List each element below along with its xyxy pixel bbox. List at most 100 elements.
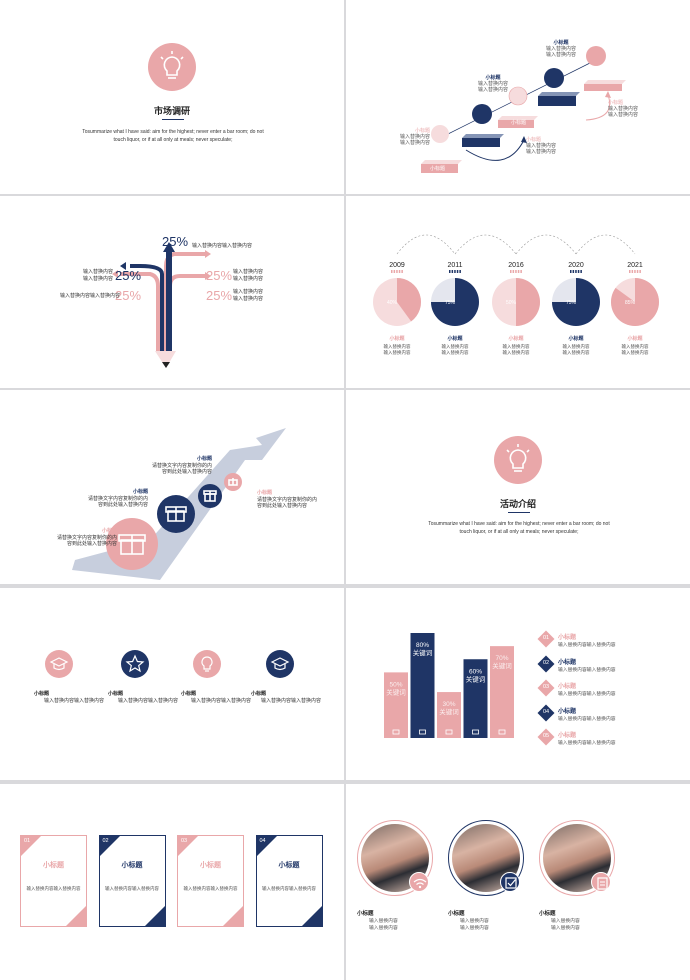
graduation-cap-icon <box>270 657 290 671</box>
pie-percent: 75% <box>566 300 577 306</box>
bar-keyword-label: 关键词 <box>439 707 459 716</box>
lightbulb-icon <box>148 43 196 91</box>
pie-slice <box>611 278 659 326</box>
pie-title: 小标题 <box>508 335 524 342</box>
left-text-2: 输入替换内容输入替换内容 <box>60 293 121 299</box>
slide-gift-steps[interactable]: 小标题 请替换文字内容复制你的内容到此处输入替换内容 小标题 请替换文字内容复制你的… <box>0 390 344 584</box>
card-title: 小标题 <box>121 862 143 869</box>
gift-arrow-graphic <box>72 428 286 580</box>
pie-text-2: 输入替换内容 <box>384 349 411 356</box>
bar-icon <box>472 729 479 735</box>
step-item-2: 小标题 请替换文字内容复制你的内容到此处输入替换内容 <box>88 489 149 508</box>
bar <box>410 633 435 738</box>
star-icon <box>125 654 145 673</box>
bar-icon <box>498 729 506 735</box>
year-tick <box>393 270 396 273</box>
year-tick <box>451 270 454 273</box>
slide-timeline-pies[interactable]: 2009 40% 小标题 输入替换内容 输入替换内容 2011 75% 小标题 输入替换内容 输入… <box>346 196 690 388</box>
info-card[interactable]: 03 小标题 输入替换内容输入替换内容 <box>177 835 244 927</box>
card-corner <box>256 836 278 857</box>
icon-badge <box>500 872 520 892</box>
card-text: 输入替换内容输入替换内容 <box>262 886 316 891</box>
page-title: 市场调研 <box>153 106 190 116</box>
timeline-pies: 200940%小标题输入替换内容输入替换内容201175%小标题输入替换内容输入… <box>373 234 659 356</box>
bar-icon <box>392 729 400 735</box>
icon-badge <box>409 872 429 892</box>
step-5 <box>584 80 626 91</box>
year-tick <box>515 270 517 273</box>
pie-text-1: 输入替换内容 <box>622 343 649 350</box>
photo-item: 小标题 输入替换内容 输入替换内容 <box>446 820 526 970</box>
list-item: 02 小标题 输入替换内容输入替换内容 <box>537 655 678 675</box>
info-card[interactable]: 04 小标题 输入替换内容输入替换内容 <box>255 835 323 927</box>
feature-circle-3 <box>193 650 221 678</box>
pie-slice <box>552 278 600 326</box>
item-number: 02 <box>542 659 550 666</box>
year-label: 2020 <box>568 262 584 269</box>
card-title: 小标题 <box>278 862 300 869</box>
right-text-2: 输入替换内容输入替换内容 <box>233 289 264 302</box>
lightbulb-icon <box>201 656 213 672</box>
step-item-3: 小标题 请替换文字内容复制你的内容到此处输入替换内容 <box>152 456 213 475</box>
slide-cards[interactable]: 01 小标题 输入替换内容输入替换内容 02 小标题 输入替换内容输入替换内容 … <box>0 784 344 980</box>
card-number: 02 <box>102 838 109 844</box>
bar <box>463 659 488 738</box>
slide-growth-steps[interactable]: 小标题 小标题 小标题 输入替换内容 输入替换内容 小标题 输入替换内容 输入替换内容 … <box>346 0 690 194</box>
step-4 <box>538 92 580 106</box>
photo-text-2: 输入替换内容 <box>551 926 580 931</box>
card-corner-bottom <box>222 905 243 926</box>
item-text: 输入替换内容输入替换内容 <box>558 716 616 722</box>
year-tick <box>572 270 575 273</box>
card-text: 输入替换内容输入替换内容 <box>26 886 81 891</box>
bar-value-label: 30% <box>442 701 455 708</box>
photo-title: 小标题 <box>357 911 374 917</box>
step-label-2: 小标题 <box>511 120 527 126</box>
right-percent-2: 25% <box>206 288 233 303</box>
pie-slice <box>431 278 479 326</box>
pie-percent: 40% <box>387 300 398 306</box>
timeline-arc <box>396 234 456 255</box>
list-item: 03 小标题 输入替换内容输入替换内容 <box>537 679 678 699</box>
slide-icon-features[interactable]: 小标题 输入替换内容输入替换内容 小标题 输入替换内容输入替换内容 小标题 输入替换内… <box>0 588 344 780</box>
slide-market-research[interactable]: 市场调研 Tosummarize what I have said: aim f… <box>0 0 344 194</box>
card-corner-bottom <box>143 905 165 926</box>
pie-text-1: 输入替换内容 <box>442 343 469 350</box>
year-tick <box>517 270 520 273</box>
slide-bar-chart[interactable]: 50% 关键词 80% 关键词 30% 关键词 60% 关键词 70% 关键词 01 小标题 输入… <box>346 588 690 780</box>
item-number: 04 <box>542 708 550 715</box>
feature-circle-4 <box>266 650 294 678</box>
pie-text-2: 输入替换内容 <box>503 349 530 356</box>
list-item: 04 小标题 输入替换内容输入替换内容 <box>537 704 678 724</box>
right-percent-1: 25% <box>206 268 233 283</box>
clipboard-icon <box>597 877 608 890</box>
bar-keyword-label: 关键词 <box>413 648 433 657</box>
left-text-1: 输入替换内容输入替换内容 <box>83 269 114 282</box>
card-text: 输入替换内容输入替换内容 <box>105 886 159 891</box>
card-title: 小标题 <box>43 862 64 869</box>
bar-value-label: 60% <box>469 668 482 675</box>
info-card[interactable]: 01 小标题 输入替换内容输入替换内容 <box>20 835 87 927</box>
year-label: 2009 <box>389 262 405 269</box>
label-a: 小标题 输入替换内容 输入替换内容 <box>400 128 431 146</box>
card-corner-bottom <box>65 905 86 926</box>
photo-text-2: 输入替换内容 <box>369 926 398 931</box>
year-tick <box>520 270 522 273</box>
list-item: 01 小标题 输入替换内容输入替换内容 <box>537 630 678 650</box>
pie-text-1: 输入替换内容 <box>384 343 411 350</box>
title-underline <box>508 512 530 513</box>
card-number: 01 <box>24 838 31 844</box>
timeline-arc <box>454 234 517 255</box>
info-card[interactable]: 02 小标题 输入替换内容输入替换内容 <box>98 835 166 927</box>
item-title: 小标题 <box>558 708 577 715</box>
slide-photo-circles[interactable]: 小标题 输入替换内容 输入替换内容 小标题 输入替换内容 输入替换内容 小标题 … <box>346 784 690 980</box>
item-text: 输入替换内容输入替换内容 <box>558 667 616 673</box>
year-tick <box>396 270 398 273</box>
card-title: 小标题 <box>200 862 221 869</box>
right-text-1: 输入替换内容输入替换内容 <box>233 269 264 282</box>
year-tick <box>398 270 401 273</box>
slide-arrows[interactable]: 25% 输入替换内容输入替换内容 25% 输入替换内容输入替换内容 25% 输入… <box>0 196 344 388</box>
slide-activity-intro[interactable]: 活动介绍 Tosummarize what I have said: aim f… <box>346 390 690 584</box>
item-text: 输入替换内容输入替换内容 <box>558 643 616 648</box>
label-e: 小标题 输入替换内容 输入替换内容 <box>608 100 639 118</box>
